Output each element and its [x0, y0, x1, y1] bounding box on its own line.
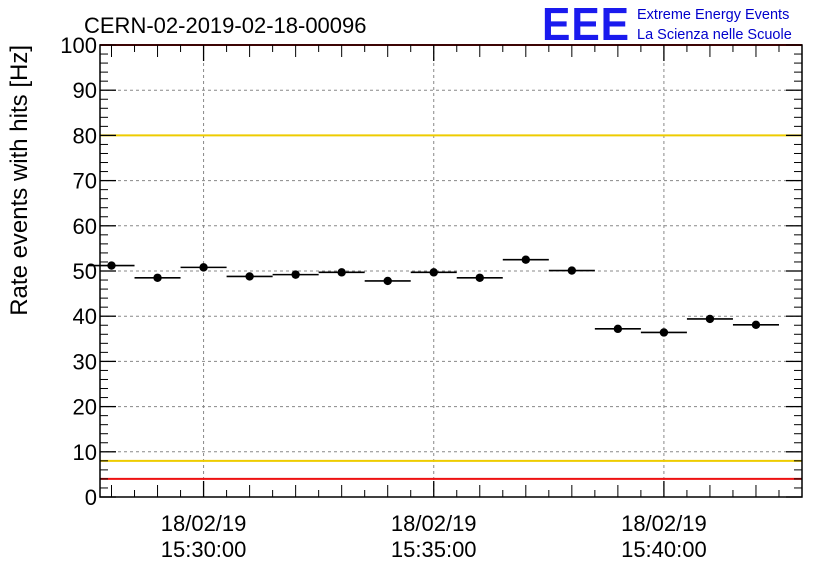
y-tick-label: 60	[73, 214, 97, 239]
x-tick-time: 15:30:00	[161, 537, 247, 562]
data-point	[521, 255, 531, 264]
data-point	[337, 268, 346, 277]
x-axis: 18/02/1915:30:0018/02/1915:35:0018/02/19…	[111, 45, 803, 562]
x-tick-date: 18/02/19	[391, 511, 477, 536]
logo-eee-text: EEE	[542, 0, 630, 50]
data-point	[613, 324, 623, 334]
y-tick-label: 100	[60, 33, 97, 58]
x-tick-date: 18/02/19	[161, 511, 247, 536]
y-tick-label: 50	[73, 259, 97, 284]
y-tick-label: 90	[73, 78, 97, 103]
data-point	[199, 263, 208, 272]
y-tick-label: 80	[73, 123, 97, 148]
data-point	[245, 272, 254, 281]
eee-logo: EEE Extreme Energy Events La Scienza nel…	[542, 0, 792, 50]
logo-line-1: Extreme Energy Events	[637, 7, 789, 23]
data-point	[383, 276, 392, 286]
y-tick-label: 10	[73, 440, 97, 465]
x-tick-date: 18/02/19	[621, 511, 707, 536]
y-tick-label: 20	[73, 395, 97, 420]
logo-line-2: La Scienza nelle Scuole	[637, 27, 792, 43]
data-point	[107, 261, 116, 270]
x-tick-time: 15:40:00	[621, 537, 707, 562]
data-point	[567, 266, 577, 275]
data-point	[153, 273, 162, 282]
y-tick-label: 0	[85, 485, 97, 510]
y-axis-label: Rate events with hits [Hz]	[6, 45, 33, 316]
data-point	[751, 320, 761, 329]
y-axis: 0 10 20 30 40 50 60 70 80 90 100	[60, 33, 802, 510]
data-points	[88, 255, 779, 337]
data-point	[659, 328, 669, 337]
grid-lines	[100, 45, 802, 497]
data-point	[291, 270, 300, 279]
data-point	[429, 268, 438, 277]
chart-title: CERN-02-2019-02-18-00096	[84, 13, 367, 38]
reference-lines	[100, 44, 802, 480]
data-point	[475, 273, 484, 282]
data-point	[705, 314, 715, 324]
y-tick-label: 70	[73, 169, 97, 194]
x-tick-time: 15:35:00	[391, 537, 477, 562]
y-tick-label: 40	[73, 304, 97, 329]
y-tick-label: 30	[73, 349, 97, 374]
